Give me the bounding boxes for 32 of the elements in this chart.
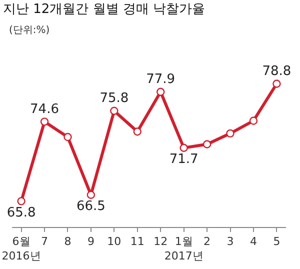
x-tick-label: 4 <box>250 235 257 248</box>
x-tick-label: 3 <box>226 235 234 248</box>
x-tick-label: 2 <box>204 235 211 248</box>
point <box>226 129 234 138</box>
point <box>40 118 49 126</box>
x-tick-label: 5 <box>273 235 280 248</box>
x-tick-label: 6월 2016년 <box>2 235 41 262</box>
data-label: 65.8 <box>6 205 36 220</box>
data-label: 78.8 <box>262 64 292 80</box>
point <box>86 190 96 199</box>
data-label: 74.6 <box>30 102 59 118</box>
point <box>17 197 26 206</box>
data-label: 77.9 <box>146 72 176 88</box>
point <box>64 132 72 142</box>
chart-subtitle: (단위:%) <box>9 25 50 36</box>
data-label: 71.7 <box>169 152 198 167</box>
x-tick-label: 12 <box>154 235 168 248</box>
point <box>249 116 258 125</box>
point <box>180 144 188 152</box>
x-tick-label: 7 <box>41 235 48 248</box>
data-label: 75.8 <box>100 91 129 106</box>
x-tick-label: 9 <box>87 235 94 248</box>
chart-title: 지난 12개월간 월별 경매 낙찰가율 <box>3 2 206 18</box>
x-tick-label: 10 <box>107 235 122 248</box>
point <box>110 106 118 115</box>
data-label: 66.5 <box>76 198 106 214</box>
point <box>133 128 142 136</box>
point <box>202 140 212 148</box>
point <box>156 88 165 96</box>
x-tick-label: 11 <box>130 235 144 248</box>
point <box>272 80 281 88</box>
x-tick-label: 8 <box>64 235 72 248</box>
